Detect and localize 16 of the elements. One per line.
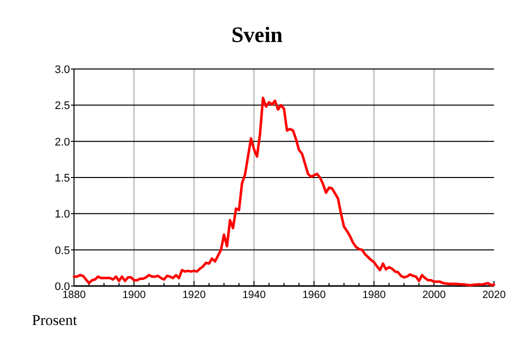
y-tick-label: 1.0 [54,208,70,221]
x-tick-label: 1960 [302,289,326,301]
x-tick-label: 1940 [242,289,266,301]
y-tick-label: 2.0 [54,136,70,148]
chart-title: Svein [231,22,283,47]
x-tick-label: 1900 [122,289,146,301]
y-tick-label: 0.5 [54,244,70,257]
y-tick-label: 3.0 [54,64,70,76]
x-tick-label: 1920 [182,289,206,301]
y-tick-label: 2.5 [54,100,70,112]
x-tick-label: 1980 [362,289,386,301]
x-tick-label: 2000 [422,289,446,301]
y-tick-label: 1.5 [54,172,70,184]
y-axis-title: Prosent [32,313,78,329]
x-tick-label: 1880 [62,289,86,301]
x-tick-label: 2020 [482,289,506,301]
